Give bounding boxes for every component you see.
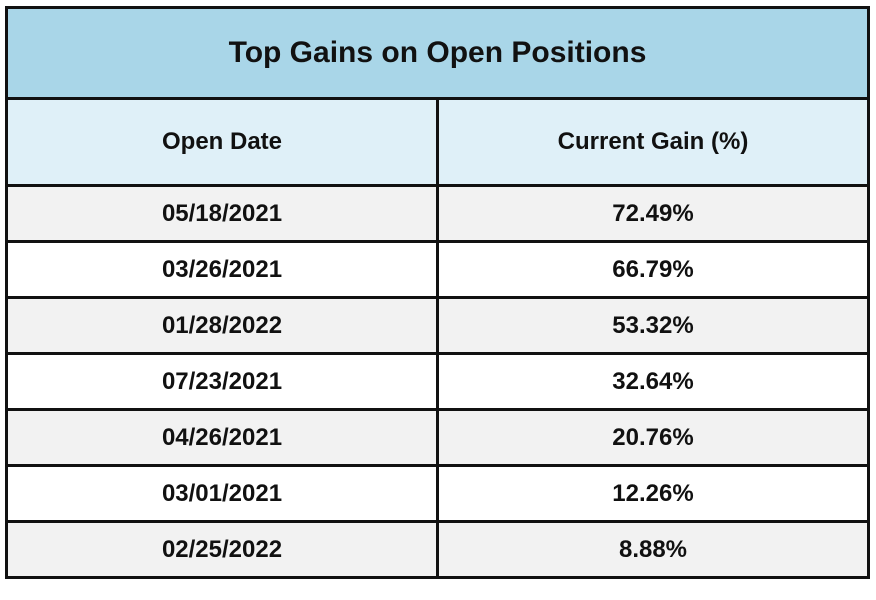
table-title: Top Gains on Open Positions [5, 6, 870, 100]
table-row: 04/26/2021 20.76% [5, 408, 870, 467]
gain-cell: 20.76% [436, 408, 870, 467]
open-date-cell: 05/18/2021 [5, 184, 439, 243]
open-date-cell: 01/28/2022 [5, 296, 439, 355]
open-date-cell: 07/23/2021 [5, 352, 439, 411]
table-wrap: Top Gains on Open Positions Open Date Cu… [5, 6, 870, 579]
open-date-cell: 04/26/2021 [5, 408, 439, 467]
table-row: 07/23/2021 32.64% [5, 352, 870, 411]
open-date-cell: 02/25/2022 [5, 520, 439, 579]
gain-cell: 12.26% [436, 464, 870, 523]
gain-cell: 8.88% [436, 520, 870, 579]
column-header: Current Gain (%) [436, 97, 870, 187]
title-row: Top Gains on Open Positions [5, 6, 870, 100]
table-head: Top Gains on Open Positions Open Date Cu… [5, 6, 870, 187]
table-row: 02/25/2022 8.88% [5, 520, 870, 579]
open-date-cell: 03/26/2021 [5, 240, 439, 299]
gain-cell: 32.64% [436, 352, 870, 411]
table-row: 03/01/2021 12.26% [5, 464, 870, 523]
table-row: 03/26/2021 66.79% [5, 240, 870, 299]
gain-cell: 53.32% [436, 296, 870, 355]
gains-table: Top Gains on Open Positions Open Date Cu… [5, 6, 870, 579]
column-header: Open Date [5, 97, 439, 187]
table-row: 01/28/2022 53.32% [5, 296, 870, 355]
table-body: 05/18/2021 72.49% 03/26/2021 66.79% 01/28/20… [5, 184, 870, 579]
gain-cell: 72.49% [436, 184, 870, 243]
header-row: Open Date Current Gain (%) [5, 97, 870, 187]
table-row: 05/18/2021 72.49% [5, 184, 870, 243]
gain-cell: 66.79% [436, 240, 870, 299]
open-date-cell: 03/01/2021 [5, 464, 439, 523]
